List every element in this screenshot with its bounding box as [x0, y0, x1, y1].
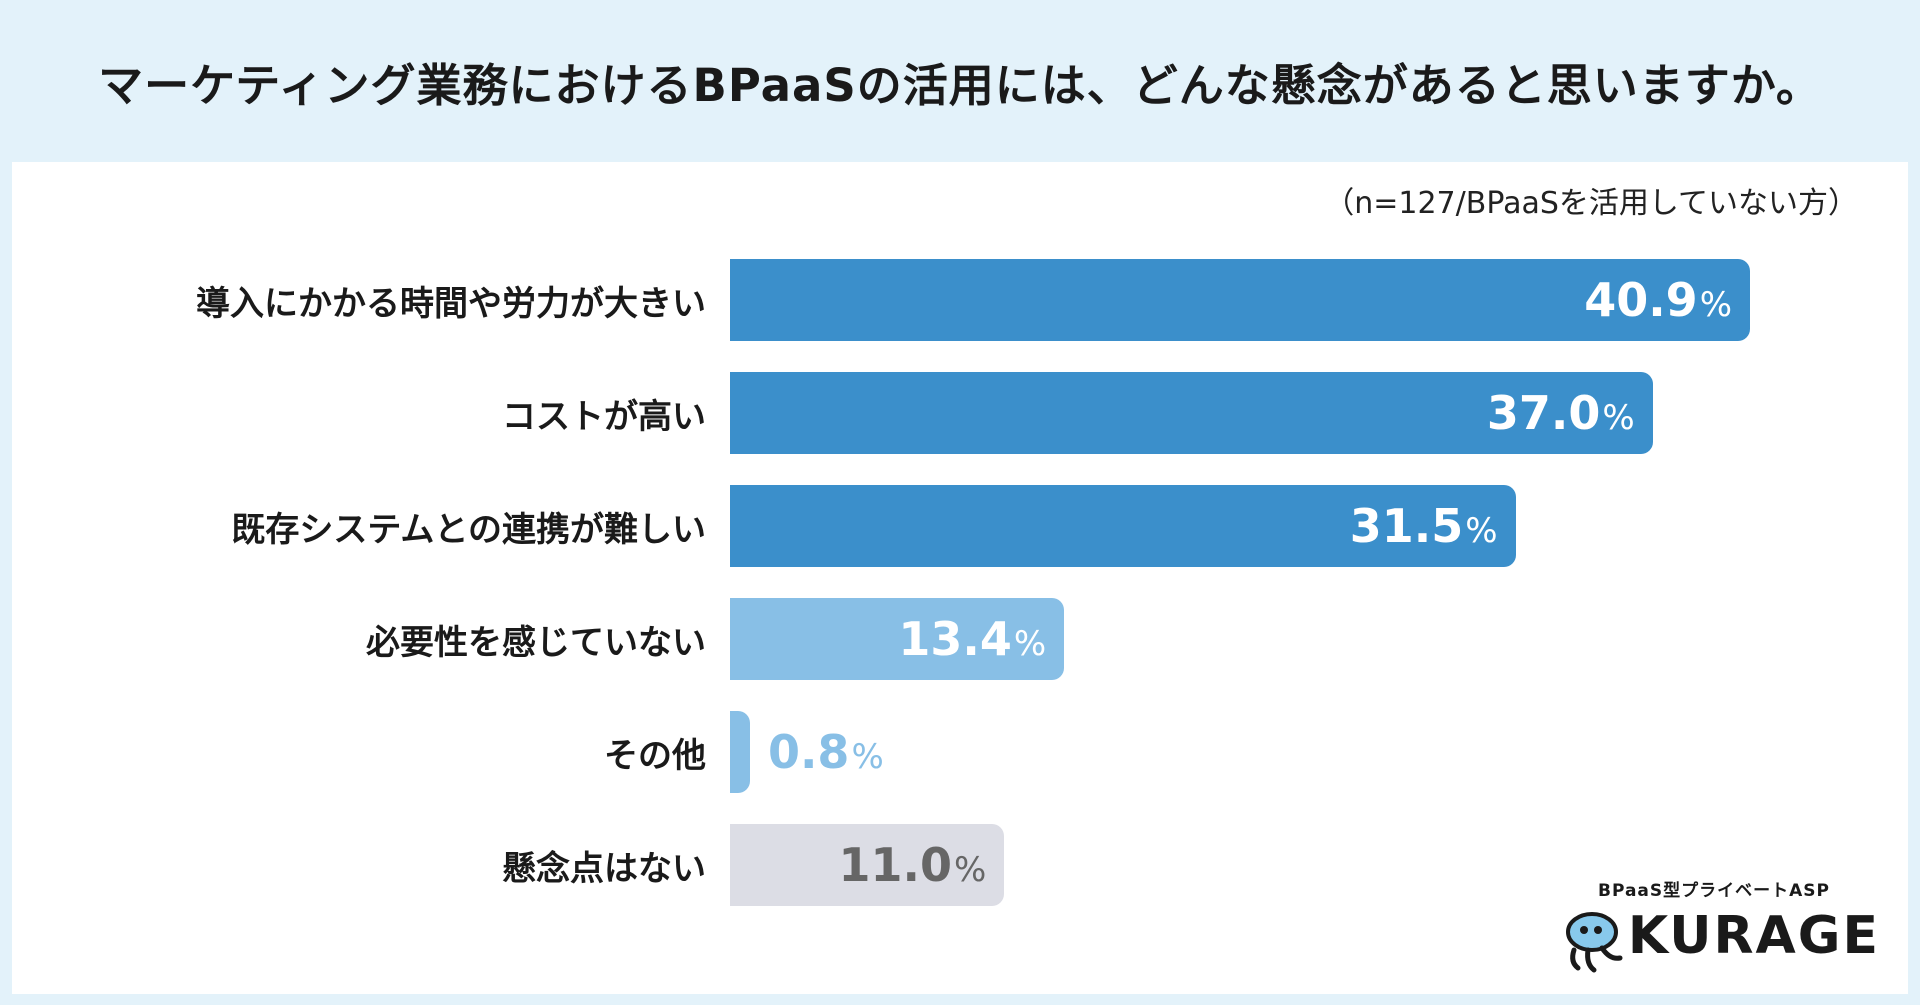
value-number: 0.8 — [767, 725, 850, 779]
value-label: 11.0% — [839, 824, 987, 906]
category-label: コストが高い — [502, 396, 706, 437]
sample-note: （n=127/BPaaSを活用していない方） — [1324, 186, 1858, 221]
bar — [730, 598, 1065, 680]
value-number: 13.4 — [898, 612, 1012, 666]
value-label: 13.4% — [898, 598, 1046, 680]
percent-unit: % — [1602, 398, 1635, 438]
brand-logo: BPaaS型プライベートASP KURAGE — [1560, 876, 1880, 986]
category-label: 既存システムとの連携が難しい — [231, 509, 706, 550]
bar — [730, 372, 1653, 454]
bar — [730, 259, 1750, 341]
value-label: 31.5% — [1350, 485, 1498, 567]
percent-unit: % — [851, 737, 884, 777]
percent-unit: % — [954, 850, 987, 890]
bar — [730, 485, 1516, 567]
percent-unit: % — [1699, 285, 1732, 325]
value-number: 40.9 — [1584, 273, 1698, 327]
brand-tagline: BPaaS型プライベートASP — [1597, 881, 1830, 901]
percent-unit: % — [1013, 624, 1047, 664]
category-label: その他 — [604, 735, 706, 776]
category-label: 導入にかかる時間や労力が大きい — [196, 283, 706, 324]
value-label: 37.0% — [1487, 372, 1635, 454]
chart-title: マーケティング業務におけるBPaaSの活用には、どんな懸念があると思いますか。 — [98, 58, 1822, 112]
value-number: 37.0 — [1486, 386, 1601, 440]
value-label: 0.8% — [768, 711, 884, 793]
percent-unit: % — [1465, 511, 1498, 551]
category-label: 懸念点はない — [502, 848, 706, 889]
category-label: 必要性を感じていない — [366, 622, 706, 663]
value-number: 11.0 — [838, 838, 953, 892]
jellyfish-mascot-icon — [1566, 912, 1623, 973]
bar — [730, 711, 750, 793]
value-label: 40.9% — [1584, 259, 1732, 341]
brand-name: KURAGE — [1627, 906, 1880, 966]
value-number: 31.5 — [1349, 499, 1464, 553]
bar — [730, 824, 1005, 906]
